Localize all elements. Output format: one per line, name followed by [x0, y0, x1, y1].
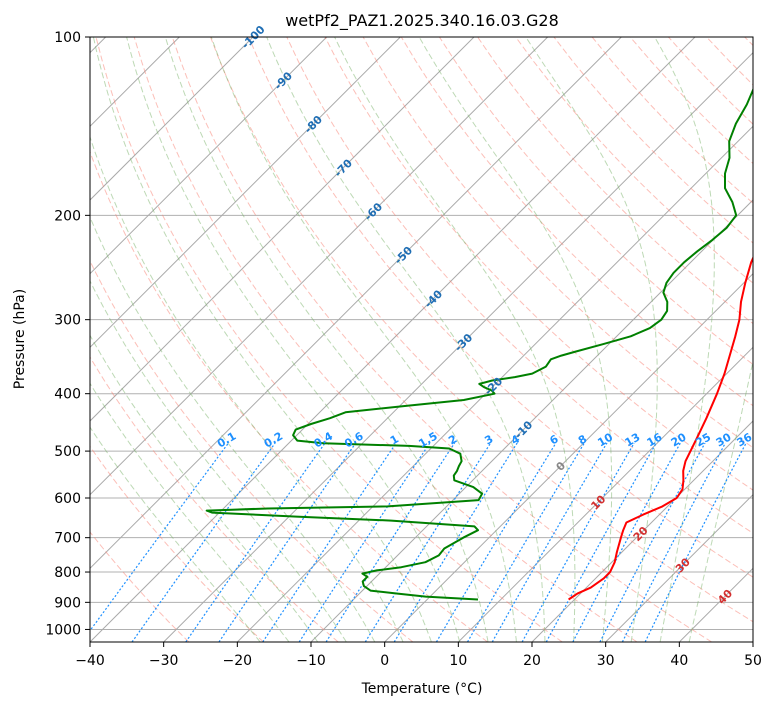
isotherm-line — [90, 37, 401, 349]
x-tick-label: 30 — [597, 653, 615, 669]
y-tick-label: 200 — [54, 208, 81, 224]
y-tick-label: 700 — [54, 531, 81, 547]
dry-adiabat-line — [90, 531, 190, 642]
mixing-ratio-line — [218, 442, 357, 642]
dry-adiabat-line — [248, 37, 753, 578]
moist-adiabat-line — [418, 37, 613, 642]
y-tick-label: 800 — [54, 565, 81, 581]
moist-adiabat-line — [90, 426, 261, 642]
background-lines — [90, 37, 753, 642]
isotherm-line — [90, 37, 549, 496]
isotherm-line — [236, 125, 753, 642]
mixing-ratio-line — [466, 442, 585, 642]
x-axis-label: Temperature (°C) — [361, 681, 483, 697]
mixing-ratio-line — [435, 442, 557, 642]
moist-adiabat-line — [126, 37, 461, 642]
y-axis: 100 200 300 400 500 600 700 800 900 1000 — [45, 30, 90, 638]
x-tick-label: 20 — [523, 653, 541, 669]
x-tick-label: −40 — [75, 653, 105, 669]
y-tick-label: 100 — [54, 30, 81, 46]
moist-adiabat-line — [210, 37, 517, 642]
plot-frame — [89, 36, 754, 643]
isotherm-line — [90, 37, 328, 275]
mixing-ratio-line — [298, 442, 431, 642]
x-tick-label: 40 — [670, 653, 688, 669]
chart-title: wetPf2_PAZ1.2025.340.16.03.G28 — [285, 11, 559, 31]
dry-adiabat-line — [400, 37, 753, 407]
isotherm-line — [90, 37, 622, 570]
y-tick-label: 1000 — [45, 622, 81, 638]
moist-adiabat-line — [90, 334, 319, 642]
mixing-ratio-line — [131, 442, 276, 642]
moist-adiabat-line — [525, 37, 658, 642]
mixing-ratio-line — [491, 442, 608, 642]
y-tick-label: 500 — [54, 444, 81, 460]
y-tick-label: 400 — [54, 387, 81, 403]
mixing-ratio-line — [393, 442, 518, 642]
moist-adiabat-line — [164, 37, 489, 642]
moist-adiabat-line — [90, 382, 290, 642]
moist-adiabat-line — [654, 37, 715, 642]
x-tick-label: −10 — [296, 653, 326, 669]
profile-lines — [205, 87, 753, 601]
isotherm-line — [384, 272, 753, 642]
temperature-profile-line — [568, 255, 753, 601]
x-tick-label: −30 — [149, 653, 179, 669]
dry-adiabat-line — [90, 356, 339, 642]
dry-adiabat-line — [286, 37, 753, 534]
x-tick-label: 50 — [744, 653, 762, 669]
isotherm-line — [605, 493, 753, 642]
moist-adiabat-line — [266, 37, 546, 642]
mixing-ratio-line — [364, 442, 492, 642]
isotherm-line — [531, 420, 753, 642]
isotherm-line — [90, 37, 475, 422]
moist-adiabat-line — [334, 37, 576, 642]
isotherm-line — [163, 51, 753, 642]
moist-adiabat-line — [90, 215, 376, 642]
dry-adiabat-line — [438, 37, 753, 366]
mixing-ratio-line — [521, 442, 635, 642]
y-tick-label: 900 — [54, 595, 81, 611]
moist-adiabat-line — [90, 135, 404, 642]
dry-adiabat-line — [210, 37, 753, 623]
isotherm-line — [90, 37, 254, 201]
x-tick-label: −20 — [223, 653, 253, 669]
mixing-ratio-line — [545, 442, 657, 642]
dry-adiabat-line — [515, 37, 753, 284]
y-tick-label: 600 — [54, 491, 81, 507]
mixing-ratio-line — [262, 442, 397, 642]
dewpoint-profile-line — [205, 87, 753, 601]
dry-adiabat-line — [171, 37, 712, 642]
y-axis-label: Pressure (hPa) — [12, 289, 28, 389]
mixing-ratio-line — [325, 442, 456, 642]
isotherm-line — [90, 37, 696, 642]
isotherm-line — [457, 346, 753, 642]
dry-adiabat-line — [90, 259, 414, 642]
mixing-ratio-line — [185, 442, 326, 642]
mixing-ratio-line — [90, 442, 229, 632]
moist-adiabat-line — [688, 358, 753, 642]
mixing-ratio-line — [644, 442, 747, 642]
moist-adiabat-line — [92, 37, 432, 642]
y-tick-label: 300 — [54, 313, 81, 329]
x-tick-label: 0 — [380, 653, 389, 669]
dry-adiabat-line — [90, 150, 488, 642]
x-tick-label: 10 — [449, 653, 467, 669]
dry-adiabat-line — [90, 445, 264, 642]
x-axis: −40 −30 −20 −10 0 10 20 30 40 50 — [75, 642, 762, 669]
dry-adiabat-line — [95, 37, 563, 642]
